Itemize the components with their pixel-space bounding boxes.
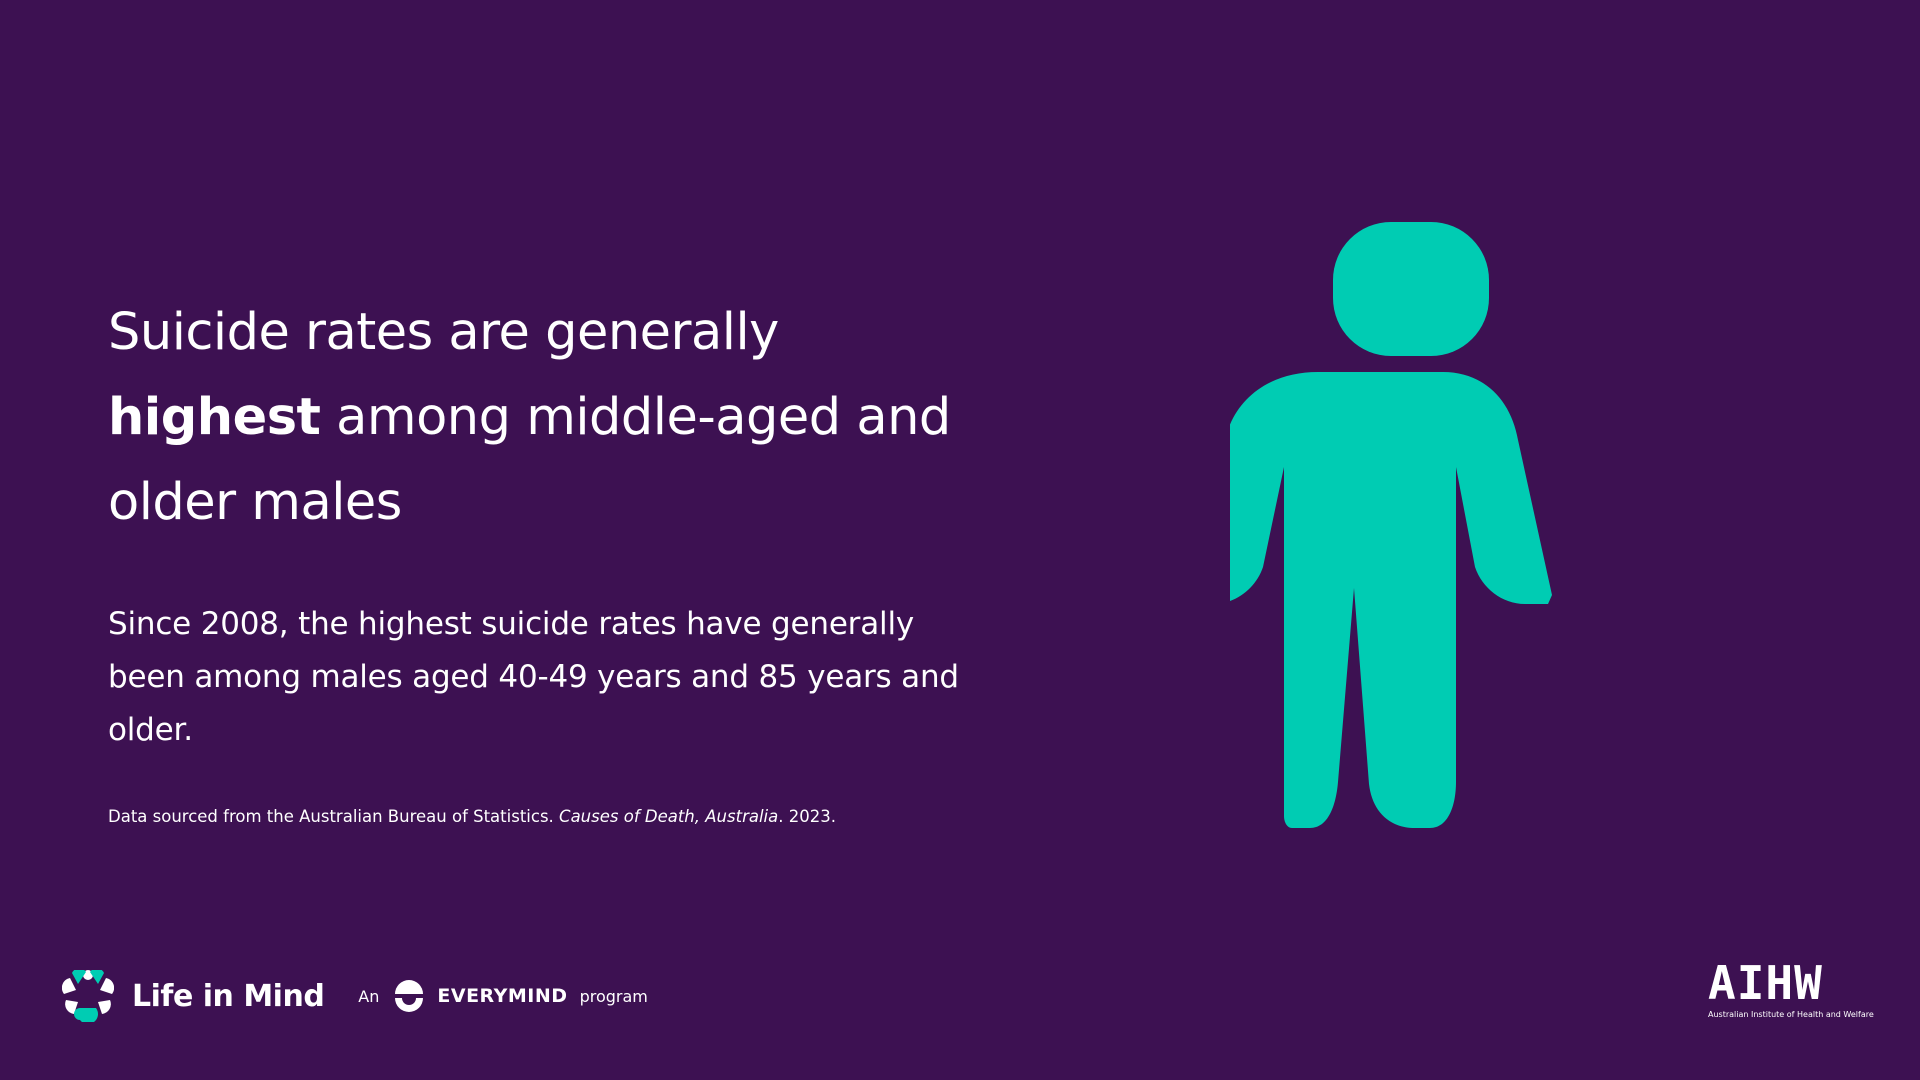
life-in-mind-wordmark: Life in Mind xyxy=(132,978,325,1014)
an-label: An xyxy=(358,986,380,1006)
headline-line-1: Suicide rates are generally xyxy=(108,303,779,362)
everymind-wordmark: EVERYMIND xyxy=(437,985,568,1007)
source-title: Causes of Death, Australia xyxy=(559,807,779,826)
headline-line-3: older males xyxy=(108,473,402,532)
headline-emphasis: highest xyxy=(108,388,321,447)
body-text: Since 2008, the highest suicide rates ha… xyxy=(108,606,959,748)
aihw-full-name: Australian Institute of Health and Welfa… xyxy=(1708,1010,1874,1019)
source-citation: Data sourced from the Australian Bureau … xyxy=(108,803,836,831)
source-suffix: . 2023. xyxy=(778,807,836,826)
male-figure-icon xyxy=(1230,222,1552,828)
program-label: program xyxy=(579,986,648,1006)
life-in-mind-logo-icon xyxy=(62,970,114,1022)
aihw-wordmark: AIHW xyxy=(1708,956,1823,1010)
aihw-logo: AIHW Australian Institute of Health and … xyxy=(1708,956,1874,1020)
headline: Suicide rates are generally highest among… xyxy=(108,290,1008,545)
everymind-logo-icon xyxy=(395,980,424,1012)
headline-line-2: among middle-aged and xyxy=(320,388,951,447)
source-prefix: Data sourced from the Australian Bureau … xyxy=(108,807,560,826)
footer-branding: Life in Mind An EVERYMIND program xyxy=(62,970,648,1022)
